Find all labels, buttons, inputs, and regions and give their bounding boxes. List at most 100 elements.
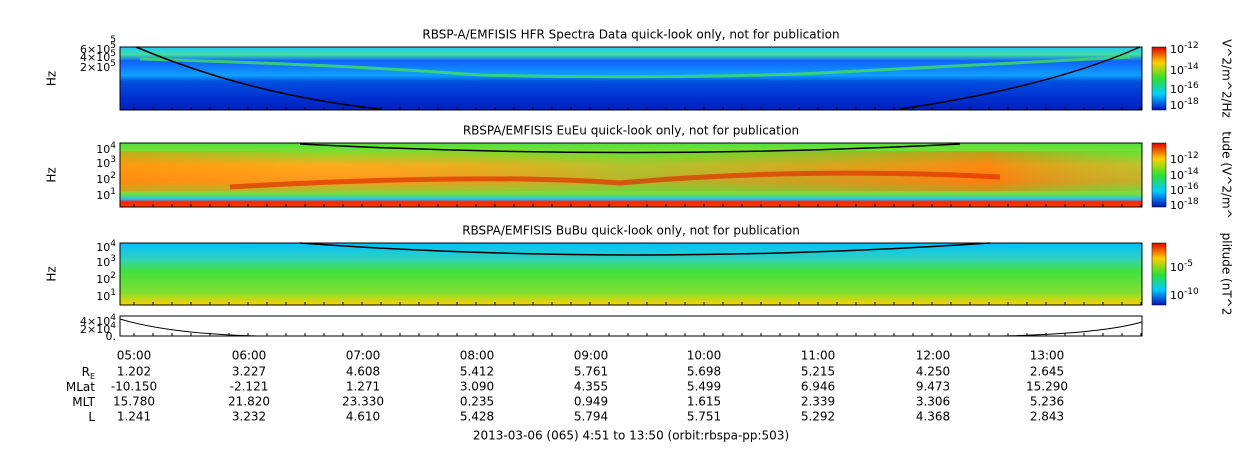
y-tick-label-base: 10 (96, 256, 110, 269)
row-value: 0.949 (574, 395, 608, 409)
colorbar-label: plitude (nT^2 (1220, 233, 1234, 316)
row-value: 5.412 (460, 365, 494, 379)
colorbar-tick-label-exp: -10 (1184, 287, 1199, 297)
colorbar-tick-label: 10-14 (1170, 167, 1199, 183)
y-axis-label: Hz (45, 266, 59, 281)
y-tick-label: 101 (96, 288, 116, 304)
colorbar-tick-label-base: 10 (1170, 153, 1184, 166)
y-tick-label-exp: 1 (110, 187, 116, 197)
row-value: 5.428 (460, 410, 494, 424)
row-value: 1.241 (117, 410, 151, 424)
row-value: 2.339 (801, 395, 835, 409)
row-label-text: L (88, 410, 95, 424)
y-tick-label: 2×105 (80, 59, 116, 75)
spectrogram (120, 243, 1142, 305)
colorbar-tick-label-exp: -5 (1184, 259, 1193, 269)
row-value: 4.250 (916, 365, 950, 379)
y-tick-label: 104 (96, 141, 116, 157)
row-value: -10.150 (111, 380, 157, 394)
colorbar-tick-label-base: 10 (1170, 184, 1184, 197)
plot-frame (119, 46, 1143, 111)
row-value: 0.235 (460, 395, 494, 409)
row-value: 3.306 (916, 395, 950, 409)
y-tick-label: 0. (106, 330, 117, 343)
y-tick-label-base: 4×10 (80, 315, 110, 328)
row-value: 9.473 (916, 380, 950, 394)
colorbar-tick-label-base: 10 (1170, 99, 1184, 112)
y-tick-label: 102 (96, 271, 116, 287)
row-value: 2.843 (1030, 410, 1064, 424)
row-value: 3.090 (460, 380, 494, 394)
row-value: 5.215 (801, 365, 835, 379)
y-tick-label-exp: 5 (110, 35, 116, 45)
row-value: 21.820 (228, 395, 270, 409)
colorbar-tick-label-exp: -14 (1184, 62, 1199, 72)
y-tick-label: 2×104 (80, 321, 116, 337)
colorbar-tick-label-base: 10 (1170, 169, 1184, 182)
y-tick-label-base: 10 (96, 173, 110, 186)
colorbar-tick-label-exp: -18 (1184, 197, 1199, 207)
colorbar-tick-label-exp: -16 (1184, 182, 1199, 192)
y-tick-label-exp: 5 (110, 59, 116, 69)
time-label: 07:00 (346, 349, 381, 363)
row-label: RE (82, 365, 95, 381)
colorbar-tick-label: 10-16 (1170, 81, 1199, 97)
time-label: 12:00 (916, 349, 951, 363)
row-value: 4.610 (346, 410, 380, 424)
colorbar-tick-label-base: 10 (1170, 199, 1184, 212)
row-value: 1.615 (687, 395, 721, 409)
row-value: 23.330 (342, 395, 384, 409)
row-value: 15.290 (1026, 380, 1068, 394)
row-value: 15.780 (113, 395, 155, 409)
colorbar-tick-label: 10-5 (1170, 259, 1193, 275)
emission-band (139, 55, 1131, 79)
row-label-text: MLT (72, 395, 95, 409)
row-value: 3.227 (232, 365, 266, 379)
colorbar-tick-label: 10-10 (1170, 287, 1199, 303)
y-tick-label-exp: 2 (110, 271, 116, 281)
panel-title: RBSPA/EMFISIS EuEu quick-look only, not … (463, 124, 799, 138)
y-tick-label-base: 2×10 (80, 61, 110, 74)
y-tick-label-exp: 3 (110, 155, 116, 165)
y-tick-label-base: 10 (96, 290, 110, 303)
colorbar-tick-label-exp: -12 (1184, 151, 1199, 161)
row-value: 5.761 (574, 365, 608, 379)
y-tick-label-exp: 3 (110, 254, 116, 264)
time-label: 11:00 (801, 349, 836, 363)
y-axis-label: Hz (45, 71, 59, 86)
y-tick-label-exp: 5 (110, 49, 116, 59)
y-tick-label-exp: 2 (110, 171, 116, 181)
y-tick-label-base: 10 (96, 157, 110, 170)
y-tick-label: 6×105 (80, 41, 116, 57)
colorbar-label: tude (V^2/m^ (1220, 131, 1234, 219)
colorbar-tick-label-base: 10 (1170, 289, 1184, 302)
time-label: 06:00 (232, 349, 267, 363)
y-tick-label: 5 (110, 35, 116, 45)
colorbar (1151, 46, 1167, 111)
row-value: 5.499 (687, 380, 721, 394)
row-label: MLat (66, 380, 95, 394)
y-tick-label-base: 4×10 (80, 51, 110, 64)
row-label-text: MLat (66, 380, 95, 394)
row-label: MLT (72, 395, 95, 409)
row-value: 4.608 (346, 365, 380, 379)
panel-title: RBSPA/EMFISIS BuBu quick-look only, not … (462, 224, 800, 238)
spectrogram (120, 47, 1142, 110)
colorbar-label: V^2/m^2/Hz (1220, 39, 1234, 118)
y-tick-label: 4×104 (80, 313, 116, 329)
row-label-text: R (82, 365, 90, 379)
footer: 2013-03-06 (065) 4:51 to 13:50 (orbit:rb… (473, 429, 789, 443)
cyclotron-line (299, 242, 991, 256)
y-tick-label-base: 6×10 (80, 43, 110, 56)
y-tick-label-base: 10 (96, 189, 110, 202)
colorbar-tick-label-exp: -18 (1184, 97, 1199, 107)
time-label: 10:00 (687, 349, 722, 363)
colorbar-tick-label-exp: -14 (1184, 167, 1199, 177)
y-tick-label-base: 0. (106, 330, 117, 343)
time-label: 05:00 (117, 349, 152, 363)
plot-frame (119, 242, 1143, 306)
plasma-line (135, 46, 1141, 110)
colorbar-tick-label-base: 10 (1170, 83, 1184, 96)
colorbar (1151, 242, 1167, 306)
y-tick-label-exp: 4 (110, 321, 116, 331)
